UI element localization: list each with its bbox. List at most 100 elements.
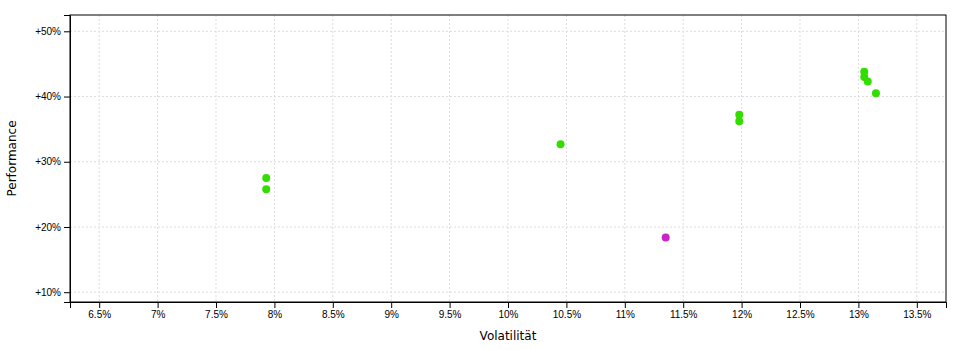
- x-axis-title: Volatilität: [480, 329, 537, 343]
- tick-label: +10%: [35, 287, 61, 298]
- tick-mark: [274, 302, 275, 308]
- tick-mark: [625, 302, 626, 308]
- point: [872, 89, 880, 97]
- tick-mark: [917, 302, 918, 308]
- tick: 7%: [151, 302, 166, 320]
- tick-mark: [64, 97, 70, 98]
- tick-label: 10.5%: [553, 309, 581, 320]
- tick-label: +30%: [35, 156, 61, 167]
- tick: 12.5%: [786, 302, 814, 320]
- point: [864, 78, 872, 86]
- grid-line: [70, 31, 946, 32]
- grid-line: [683, 15, 684, 302]
- tick: 8%: [268, 302, 283, 320]
- point: [557, 140, 565, 148]
- tick: 13%: [849, 302, 869, 320]
- grid-line: [624, 15, 625, 302]
- grid-line: [99, 15, 100, 302]
- grid-line: [858, 15, 859, 302]
- tick-label: 8%: [268, 309, 283, 320]
- series: [262, 68, 880, 193]
- tick-label: +20%: [35, 222, 61, 233]
- tick: 6.5%: [88, 302, 111, 320]
- tick: 11.5%: [670, 302, 698, 320]
- tick-label: 13.5%: [903, 309, 931, 320]
- grid-line: [916, 15, 917, 302]
- tick-label: 11%: [616, 309, 635, 320]
- grid-line: [157, 15, 158, 302]
- chart: 6.5% 7% 7.5% 8% 8.5% 9% 9.5% 10% 10.5% 11% 11.5% 12…: [0, 0, 966, 350]
- point: [735, 117, 743, 125]
- tick-label: 13%: [849, 309, 869, 320]
- tick: 13.5%: [903, 302, 931, 320]
- tick-label: 7.5%: [205, 309, 228, 320]
- tick-mark: [64, 162, 70, 163]
- grid-line: [332, 15, 333, 302]
- tick: 9%: [384, 302, 399, 320]
- y-axis: +10% +20% +30% +40% +50%: [35, 16, 70, 303]
- tick: 7.5%: [205, 302, 228, 320]
- series: [662, 233, 670, 241]
- tick-mark: [333, 302, 334, 308]
- tick-mark: [508, 302, 509, 308]
- plot-frame: [70, 15, 946, 302]
- tick: +20%: [35, 222, 70, 233]
- tick: 10.5%: [553, 302, 581, 320]
- grid-line: [741, 15, 742, 302]
- axis-line: [71, 303, 947, 309]
- grid-line: [449, 15, 450, 302]
- tick-mark: [64, 227, 70, 228]
- grid-line: [566, 15, 567, 302]
- tick-mark: [742, 302, 743, 308]
- tick-label: 9%: [384, 309, 399, 320]
- tick-mark: [216, 302, 217, 308]
- point: [662, 233, 670, 241]
- tick-label: 12.5%: [786, 309, 814, 320]
- tick-mark: [64, 292, 70, 293]
- tick-mark: [391, 302, 392, 308]
- grid-line: [274, 15, 275, 302]
- tick-label: 12%: [732, 309, 752, 320]
- tick-mark: [800, 302, 801, 308]
- tick-label: 9.5%: [439, 309, 462, 320]
- grid-line: [508, 15, 509, 302]
- tick-label: 7%: [151, 309, 166, 320]
- point: [262, 174, 270, 182]
- tick-mark: [450, 302, 451, 308]
- y-axis-title: Performance: [5, 120, 19, 196]
- point: [262, 185, 270, 193]
- tick: 11%: [616, 302, 635, 320]
- tick-label: +50%: [35, 26, 61, 37]
- tick: 8.5%: [322, 302, 345, 320]
- x-axis: 6.5% 7% 7.5% 8% 8.5% 9% 9.5% 10% 10.5% 11% 11.5% 12…: [71, 302, 947, 320]
- tick-label: 10%: [498, 309, 518, 320]
- grid-line: [800, 15, 801, 302]
- tick-label: 6.5%: [88, 309, 111, 320]
- tick: +30%: [35, 156, 70, 167]
- tick-mark: [99, 302, 100, 308]
- tick-mark: [858, 302, 859, 308]
- tick: 12%: [732, 302, 752, 320]
- tick-mark: [158, 302, 159, 308]
- grid: [70, 15, 946, 302]
- grid-line: [391, 15, 392, 302]
- tick: +50%: [35, 26, 70, 37]
- grid-line: [70, 226, 946, 227]
- tick-label: 8.5%: [322, 309, 345, 320]
- tick: 10%: [498, 302, 518, 320]
- tick: 9.5%: [439, 302, 462, 320]
- tick-label: 11.5%: [670, 309, 698, 320]
- grid-line: [70, 292, 946, 293]
- tick: +10%: [35, 287, 70, 298]
- plot: 6.5% 7% 7.5% 8% 8.5% 9% 9.5% 10% 10.5% 11% 11.5% 12…: [35, 15, 946, 320]
- tick-mark: [566, 302, 567, 308]
- tick: +40%: [35, 91, 70, 102]
- grid-line: [70, 161, 946, 162]
- tick-mark: [64, 31, 70, 32]
- tick-label: +40%: [35, 91, 61, 102]
- axis-line: [64, 16, 71, 303]
- grid-line: [70, 96, 946, 97]
- marks: [262, 68, 880, 242]
- tick-mark: [683, 302, 684, 308]
- grid-line: [216, 15, 217, 302]
